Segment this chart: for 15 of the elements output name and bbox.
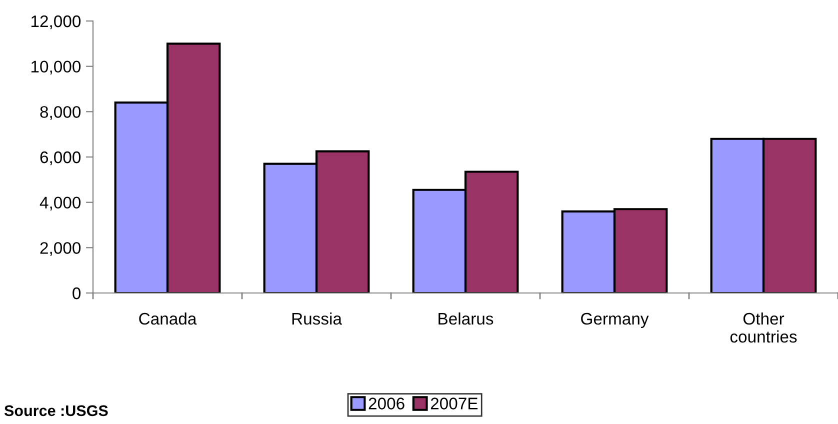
x-tick-label: Belarus — [438, 312, 494, 325]
legend-label: 2007E — [430, 398, 478, 410]
x-tick-label: Other countries — [730, 312, 797, 343]
y-tick-label: 2,000 — [40, 242, 81, 256]
y-tick-label: 0 — [72, 287, 81, 300]
y-tick-label: 4,000 — [40, 196, 81, 211]
x-tick-label: Germany — [581, 312, 649, 328]
y-tick-label: 12,000 — [31, 15, 81, 30]
y-tick-label: 8,000 — [40, 106, 81, 120]
source-note: Source :USGS — [4, 405, 108, 416]
x-tick-label: Canada — [139, 312, 197, 325]
x-tick-label: Russia — [292, 312, 342, 325]
y-tick-label: 10,000 — [31, 60, 81, 75]
y-tick-label: 6,000 — [40, 151, 81, 166]
legend-label: 2006 — [368, 398, 404, 410]
